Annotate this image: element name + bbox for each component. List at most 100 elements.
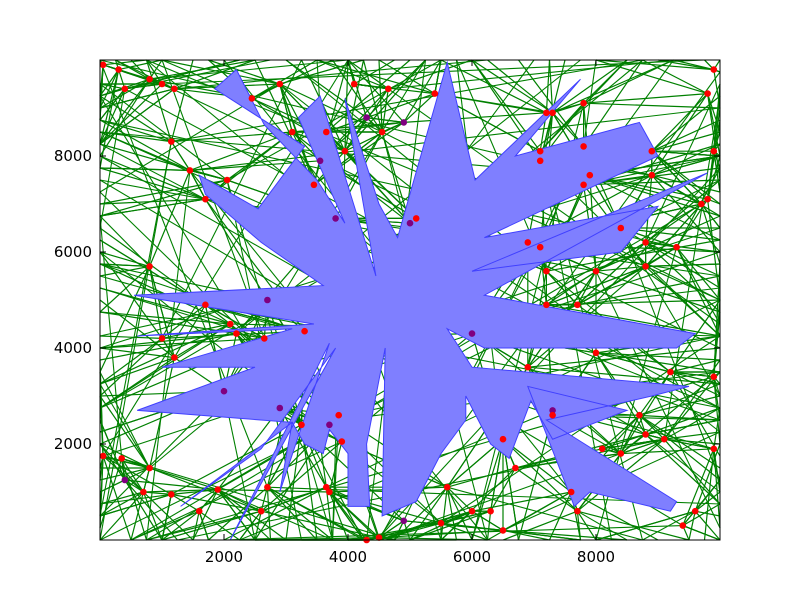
scatter-point [223, 176, 231, 184]
scatter-point [524, 363, 532, 371]
graph-edge [328, 491, 349, 541]
scatter-point [202, 195, 209, 203]
graph-edge [192, 489, 219, 541]
graph-edge [149, 266, 163, 339]
graph-edge [362, 59, 383, 133]
scatter-point [195, 507, 203, 515]
graph-edge [713, 448, 721, 529]
graph-edge [99, 323, 231, 385]
scatter-point [171, 85, 178, 93]
graph-edge [279, 407, 327, 488]
graph-edge [99, 64, 104, 121]
scatter-point [412, 215, 420, 222]
graph-edge [99, 395, 151, 469]
graph-edge [552, 102, 584, 114]
scatter-point [264, 483, 271, 491]
graph-edge [502, 529, 581, 541]
graph-edge [99, 198, 206, 217]
graph-edge [99, 357, 175, 385]
scatter-point [636, 411, 643, 419]
scatter-point [642, 431, 649, 438]
scatter-point [574, 507, 581, 515]
graph-edge [515, 467, 578, 512]
points-layer [99, 61, 718, 544]
graph-edge [576, 510, 597, 541]
graph-edge [161, 323, 231, 339]
polygon-vertex-point [326, 421, 333, 429]
graph-edge [577, 287, 721, 306]
graph-edge [328, 491, 380, 541]
polygon-vertex-point [363, 114, 370, 121]
scatter-point [443, 483, 451, 491]
graph-edge [707, 151, 715, 200]
y-tick-label: 6000 [54, 243, 92, 261]
scatter-point [99, 452, 107, 460]
graph-edge [99, 83, 228, 181]
graph-edge [595, 270, 721, 529]
graph-edge [700, 203, 721, 265]
graph-edge [651, 93, 709, 152]
graph-edge [471, 439, 504, 541]
graph-edge [254, 511, 262, 541]
graph-edge [121, 458, 144, 493]
graph-edge [651, 119, 721, 152]
scatter-point [335, 411, 343, 419]
graph-edge [645, 241, 721, 289]
graph-edge [124, 59, 271, 90]
graph-edge [645, 241, 721, 313]
graph-edge [328, 441, 343, 493]
graph-edge [645, 203, 702, 267]
graph-edge [99, 215, 151, 267]
graph-edge [651, 93, 709, 176]
scatter-point [543, 109, 550, 117]
y-axis-ticks: 2000 4000 6000 8000 [54, 147, 720, 453]
graph-edge [713, 448, 721, 493]
graph-edge [130, 441, 343, 541]
graph-edge [161, 494, 172, 541]
scatter-point [642, 239, 649, 246]
graph-edge [440, 522, 504, 531]
scatter-point [158, 80, 166, 88]
scatter-point [549, 109, 556, 117]
graph-edge [471, 59, 541, 162]
scatter-point [326, 488, 333, 496]
polygon-vertex-point [316, 157, 324, 165]
scatter-point [536, 157, 544, 165]
graph-edge [102, 455, 172, 495]
y-tick-label: 8000 [54, 147, 92, 165]
scatter-point [598, 445, 606, 453]
graph-edge [226, 59, 442, 181]
graph-edge [149, 59, 349, 80]
graph-edge [486, 511, 492, 541]
scatter-point [385, 85, 392, 93]
graph-edge [217, 489, 287, 541]
graph-edge [703, 448, 715, 541]
graph-edge [326, 93, 436, 133]
graph-edge [99, 333, 237, 361]
scatter-point [323, 483, 330, 491]
graph-edge [366, 117, 404, 123]
graph-edge [99, 337, 265, 349]
graph-edge [189, 169, 228, 181]
scatter-point [617, 450, 625, 457]
graph-edge [99, 443, 126, 481]
graph-edge [403, 59, 442, 123]
polygon-vertex-point [400, 119, 408, 126]
scatter-point [704, 195, 711, 203]
graph-edge [645, 433, 721, 505]
graph-edge [670, 359, 721, 373]
graph-edge [99, 493, 172, 517]
scatter-point [536, 243, 544, 251]
graph-edge [694, 510, 721, 541]
graph-edge [99, 467, 150, 481]
scatter-point [375, 534, 383, 541]
scatter-point [186, 167, 194, 174]
x-tick-label: 8000 [577, 548, 615, 566]
scatter-point [648, 171, 656, 179]
scatter-point [592, 267, 600, 275]
graph-edge [267, 486, 367, 541]
graph-edge [170, 59, 194, 142]
scatter-point [710, 445, 718, 453]
axes-frame [99, 59, 721, 541]
graph-edge [694, 479, 721, 512]
